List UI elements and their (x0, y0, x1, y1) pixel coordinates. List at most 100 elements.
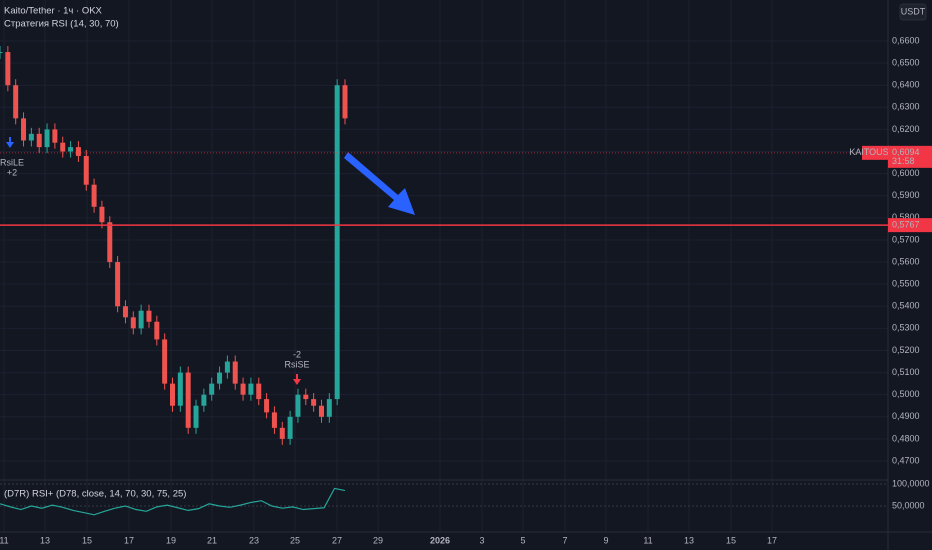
date-label: 19 (166, 535, 176, 545)
candle (60, 142, 66, 152)
date-label: 2026 (430, 535, 450, 545)
candle (185, 372, 191, 428)
date-label: 7 (562, 535, 567, 545)
candle (75, 147, 81, 156)
date-label: 13 (40, 535, 50, 545)
price-tick-label: 0,5600 (892, 256, 920, 266)
short-arrow (293, 374, 301, 385)
candle (248, 383, 254, 395)
candle (44, 129, 50, 148)
date-label: 21 (207, 535, 217, 545)
price-tag (888, 145, 932, 168)
candle (0, 52, 3, 54)
price-tick-label: 0,5300 (892, 323, 920, 333)
candle (68, 147, 74, 152)
date-label: 17 (124, 535, 134, 545)
date-label: 29 (373, 535, 383, 545)
date-label: 15 (726, 535, 736, 545)
arrow (344, 152, 415, 215)
price-axis-bg (888, 0, 932, 550)
candle (193, 405, 199, 428)
price-tick-label: 0,6500 (892, 57, 920, 67)
date-label: 11 (0, 535, 9, 545)
candle (232, 361, 238, 384)
candle (28, 133, 34, 141)
date-label: 3 (479, 535, 484, 545)
candle (334, 85, 340, 400)
rsi-tick-label: 100,0000 (892, 478, 930, 488)
candle (318, 405, 324, 417)
date-label: 11 (643, 535, 652, 545)
candle (13, 85, 19, 119)
date-label: 25 (290, 535, 300, 545)
rsi-tick-label: 50,0000 (892, 500, 925, 510)
level-tag (888, 218, 932, 233)
candle (99, 206, 105, 223)
candle (146, 310, 152, 322)
candle (115, 262, 121, 307)
candle (154, 321, 160, 340)
long-arrow (6, 137, 14, 148)
countdown: 31:58 (892, 156, 915, 166)
symbol-tag (862, 145, 889, 160)
price-tick-label: 0,4800 (892, 433, 920, 443)
price-tick-label: 0,5400 (892, 301, 920, 311)
currency-button[interactable] (899, 3, 927, 21)
price-tick-label: 0,5000 (892, 389, 920, 399)
candle (107, 222, 113, 263)
candle (217, 372, 223, 384)
price-tick-label: 0,4700 (892, 455, 920, 465)
price-label: 0,6094 (892, 147, 920, 157)
price-tick-label: 0,6000 (892, 168, 920, 178)
candle (287, 416, 293, 439)
date-label: 15 (82, 535, 92, 545)
signal-name: RsiLE (0, 157, 24, 167)
rsi-title: (D7R) RSI+ (D78, close, 14, 70, 30, 75, … (4, 489, 186, 500)
candle (21, 118, 27, 141)
price-tick-label: 0,6400 (892, 80, 920, 90)
price-tick-label: 0,5100 (892, 367, 920, 377)
price-tick-label: 0,5900 (892, 190, 920, 200)
date-label: 13 (684, 535, 694, 545)
price-tick-label: 0,5700 (892, 234, 920, 244)
currency[interactable]: USDT (901, 6, 926, 16)
price-tick-label: 0,5200 (892, 345, 920, 355)
symbol-title: Kaito/Tether · 1ч · OKX (4, 6, 103, 17)
candle (295, 394, 301, 417)
symbol-label: KAITOUSDT (849, 147, 901, 157)
date-label: 5 (520, 535, 525, 545)
price-tick-label: 0,6200 (892, 124, 920, 134)
signal-qty: -2 (293, 349, 301, 359)
candle (83, 155, 89, 185)
candle (224, 361, 230, 373)
candle (122, 306, 128, 318)
date-label: 27 (332, 535, 342, 545)
price-tick-label: 0,6600 (892, 35, 920, 45)
strategy-title: Стратегия RSI (14, 30, 70) (4, 19, 119, 30)
date-label: 17 (767, 535, 777, 545)
candle (264, 399, 270, 413)
candle (5, 52, 11, 86)
candle (91, 184, 97, 207)
price-tick-label: 0,5500 (892, 279, 920, 289)
candle (326, 399, 332, 417)
price-tick-label: 0,5800 (892, 212, 920, 222)
candle (130, 317, 136, 329)
candle (271, 412, 277, 428)
candle (52, 129, 58, 143)
date-label: 23 (249, 535, 259, 545)
candle (279, 427, 285, 439)
candle (170, 383, 175, 406)
price-tick-label: 0,6300 (892, 102, 920, 112)
candle (303, 394, 309, 400)
candle (138, 310, 144, 329)
candle (36, 133, 42, 148)
level-label: 0,5767 (892, 220, 920, 230)
date-label: 9 (603, 535, 608, 545)
candle (240, 383, 246, 395)
candle (342, 85, 348, 119)
candle (209, 383, 215, 395)
signal-qty: +2 (7, 167, 17, 177)
price-tick-label: 0,4900 (892, 411, 920, 421)
